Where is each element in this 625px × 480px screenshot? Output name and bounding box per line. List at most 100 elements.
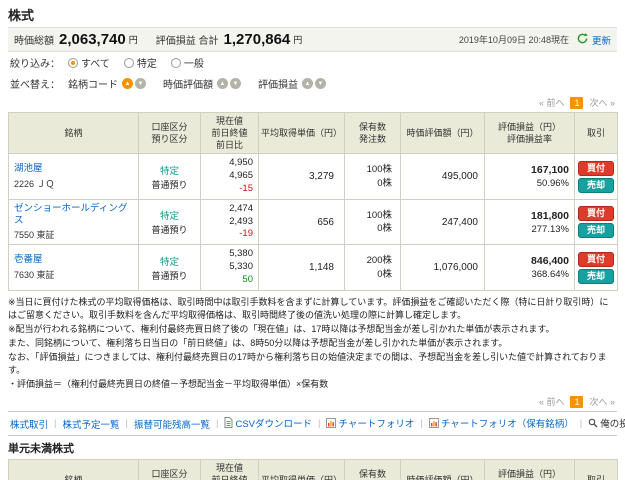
filter-option-general[interactable]: 一般 bbox=[170, 55, 204, 70]
radio-checked-icon bbox=[68, 57, 78, 68]
pagination-prev[interactable]: « 前へ bbox=[538, 397, 565, 408]
col-header-trade: 取引 bbox=[574, 111, 618, 155]
market-value-unit: 円 bbox=[128, 35, 138, 45]
refresh-link[interactable]: 更新 bbox=[591, 35, 611, 47]
separator: | bbox=[579, 418, 583, 430]
pagination-prev[interactable]: « 前へ bbox=[538, 98, 565, 108]
note-line: ※配当が行われる銘柄について、権利付最終売買日終了後の「現在値」は、17時以降は… bbox=[8, 323, 555, 334]
pl-value: 167,100 bbox=[531, 164, 569, 177]
filter-option-label: 特定 bbox=[136, 59, 157, 70]
sell-button[interactable]: 売却 bbox=[578, 223, 614, 239]
qty-ordered: 0株 bbox=[377, 268, 392, 280]
note-line: ※当日に買付けた株式の平均取得価格は、取引時間中は取引手数料を含まずに計算してい… bbox=[8, 296, 609, 320]
radio-icon bbox=[170, 57, 181, 68]
sell-button[interactable]: 売却 bbox=[578, 268, 614, 284]
table-row: 湖池屋 2226 ＪＱ 特定 普通預り 4,950 4,965 -15 3,27… bbox=[8, 153, 618, 200]
sort-option-pl: 評価損益 ▲ ▼ bbox=[258, 76, 327, 91]
stock-name-link[interactable]: 湖池屋 bbox=[14, 163, 43, 175]
pl-value: 846,400 bbox=[531, 255, 569, 268]
sort-option-market-value: 時価評価額 ▲ ▼ bbox=[163, 76, 242, 91]
day-change: 50 bbox=[242, 273, 253, 285]
refresh-icon bbox=[577, 32, 588, 47]
filter-row: 絞り込み： すべて 特定 一般 bbox=[8, 52, 617, 73]
qty-held: 100株 bbox=[366, 164, 392, 176]
note-line: また、同銘柄について、権利落ち日当日の「前日終値」は、8時50分以降は予想配当金… bbox=[8, 337, 508, 348]
filter-option-all[interactable]: すべて bbox=[68, 55, 110, 70]
pagination-next[interactable]: 次へ » bbox=[589, 397, 615, 408]
pl-total-label: 評価損益 合計 bbox=[155, 36, 219, 47]
account-type: 特定 bbox=[159, 256, 179, 268]
sort-desc-icon[interactable]: ▼ bbox=[315, 78, 326, 89]
table-header-row: 銘柄 口座区分預り区分 現在値前日終値前日比 平均取得単価（円） 保有数発注数 … bbox=[8, 111, 618, 155]
buy-button[interactable]: 買付 bbox=[578, 160, 614, 176]
separator: | bbox=[318, 418, 321, 430]
pagination-top: « 前へ 1 次へ » bbox=[8, 94, 617, 112]
qty-held: 200株 bbox=[366, 255, 392, 267]
col-header-trade: 取引 bbox=[574, 459, 618, 480]
link-stock-trade[interactable]: 株式取引 bbox=[10, 419, 49, 431]
separator: | bbox=[420, 418, 423, 430]
market-value-cell: 495,000 bbox=[400, 153, 485, 200]
current-price: 2,474 bbox=[229, 202, 253, 214]
sort-option-code: 銘柄コード ▲ ▼ bbox=[68, 76, 147, 91]
pl-rate: 50.96% bbox=[536, 178, 569, 190]
buy-button[interactable]: 買付 bbox=[578, 206, 614, 222]
table-row: 壱番屋 7630 東証 特定 普通預り 5,380 5,330 50 1,148… bbox=[8, 244, 618, 291]
link-transferable-balance[interactable]: 振替可能残高一覧 bbox=[133, 419, 210, 431]
col-header-market-value: 時価評価額（円） bbox=[400, 459, 485, 480]
qty-ordered: 0株 bbox=[377, 223, 392, 235]
holdings-table: 銘柄 口座区分 預り区分 現在値 前日終値 前日比 平均取得単価（円） 保有数 発注数 … bbox=[8, 111, 618, 291]
separator: | bbox=[215, 418, 219, 430]
oddlot-section-title: 単元未満株式 bbox=[8, 443, 74, 456]
buy-button[interactable]: 買付 bbox=[578, 251, 614, 267]
col-header-name: 銘柄 bbox=[8, 459, 139, 480]
link-csv-download[interactable]: CSVダウンロード bbox=[224, 416, 312, 431]
col-header-name: 銘柄 bbox=[8, 111, 139, 155]
sort-asc-icon[interactable]: ▲ bbox=[302, 78, 313, 89]
pagination-next[interactable]: 次へ » bbox=[589, 98, 615, 108]
sort-asc-icon[interactable]: ▲ bbox=[122, 78, 133, 89]
link-chartfolio[interactable]: チャートフォリオ bbox=[326, 416, 414, 431]
csv-icon bbox=[224, 417, 233, 431]
col-header-price: 現在値前日終値前日比 bbox=[200, 111, 259, 155]
link-investment-diagnosis[interactable]: 俺の投資力診断 bbox=[588, 416, 625, 431]
filter-label: 絞り込み： bbox=[10, 59, 60, 70]
col-header-market-value: 時価評価額（円） bbox=[400, 111, 485, 155]
account-type: 特定 bbox=[159, 165, 179, 177]
pagination-current-page[interactable]: 1 bbox=[570, 96, 584, 109]
diagnosis-icon bbox=[588, 418, 598, 431]
sort-desc-icon[interactable]: ▼ bbox=[135, 78, 146, 89]
col-header-account: 口座区分預り区分 bbox=[138, 111, 201, 155]
sort-desc-icon[interactable]: ▼ bbox=[230, 78, 241, 89]
stock-code: 7550 東証 bbox=[14, 229, 55, 240]
pagination-bottom: « 前へ 1 次へ » bbox=[8, 393, 617, 411]
stock-name-link[interactable]: ゼンショーホールディングス bbox=[14, 203, 128, 226]
link-order-list[interactable]: 株式予定一覧 bbox=[62, 419, 120, 431]
sort-option-label: 評価損益 bbox=[258, 80, 298, 91]
market-value-cell: 1,076,000 bbox=[400, 244, 485, 291]
col-header-avg-price: 平均取得単価（円） bbox=[258, 459, 345, 480]
radio-icon bbox=[123, 57, 134, 68]
stock-name-link[interactable]: 壱番屋 bbox=[14, 254, 43, 266]
notes: ※当日に買付けた株式の平均取得価格は、取引時間中は取引手数料を含まずに計算してい… bbox=[8, 296, 617, 391]
separator: | bbox=[54, 418, 57, 430]
sort-asc-icon[interactable]: ▲ bbox=[217, 78, 228, 89]
filter-option-label: すべて bbox=[81, 59, 110, 70]
prev-close: 2,493 bbox=[229, 215, 253, 227]
filter-option-specific[interactable]: 特定 bbox=[123, 55, 157, 70]
sell-button[interactable]: 売却 bbox=[578, 177, 614, 193]
pagination-current-page[interactable]: 1 bbox=[570, 395, 584, 408]
sort-option-label: 時価評価額 bbox=[163, 80, 213, 91]
pl-rate: 368.64% bbox=[531, 269, 569, 281]
prev-close: 4,965 bbox=[229, 170, 253, 182]
links-bar: 株式取引 | 株式予定一覧 | 振替可能残高一覧 | CSVダウンロード | チ… bbox=[8, 411, 625, 437]
link-chartfolio-holdings[interactable]: チャートフォリオ（保有銘柄） bbox=[428, 416, 574, 431]
market-value-label: 時価総額 bbox=[14, 36, 54, 47]
timestamp: 2019年10月09日 20:48現在 bbox=[458, 35, 569, 45]
col-header-avg-price: 平均取得単価（円） bbox=[258, 111, 345, 155]
stock-code: 7630 東証 bbox=[14, 269, 55, 280]
qty-ordered: 0株 bbox=[377, 177, 392, 189]
